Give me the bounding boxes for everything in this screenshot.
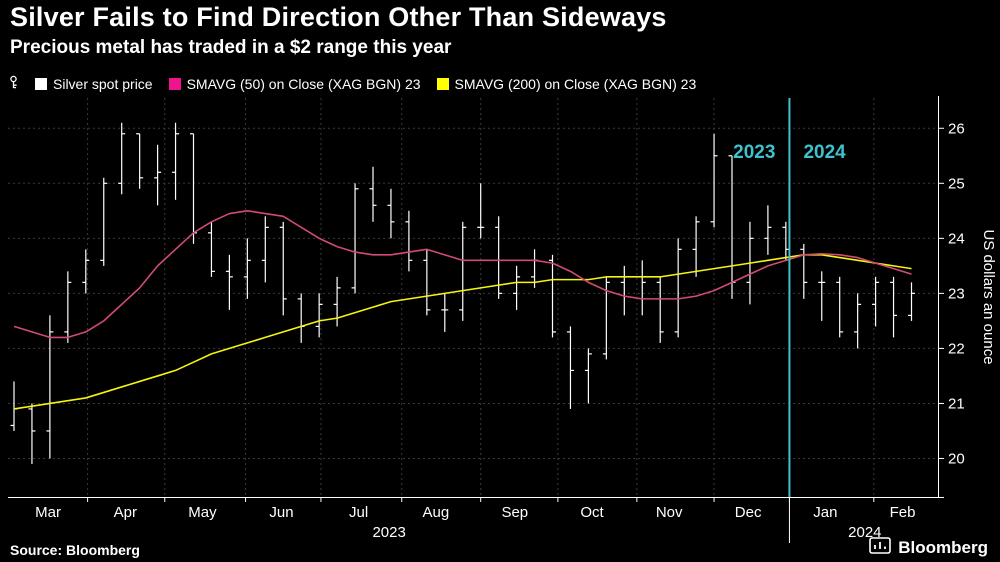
legend-label: Silver spot price xyxy=(53,76,153,92)
silver-price-bars xyxy=(10,122,915,464)
svg-text:Jun: Jun xyxy=(269,504,293,521)
page-title: Silver Fails to Find Direction Other Tha… xyxy=(10,2,667,32)
smavg50-swatch xyxy=(168,78,181,90)
year-divider-line: 2023 2024 xyxy=(733,98,846,497)
svg-text:Sep: Sep xyxy=(501,504,528,521)
axes xyxy=(8,96,944,543)
svg-text:23: 23 xyxy=(948,285,965,302)
svg-text:Nov: Nov xyxy=(656,504,683,521)
legend-label: SMAVG (200) on Close (XAG BGN) 23 xyxy=(454,76,697,92)
bloomberg-terminal-icon xyxy=(869,537,892,559)
svg-text:21: 21 xyxy=(948,395,965,412)
svg-text:Jan: Jan xyxy=(813,504,837,521)
source-credit: Source: Bloomberg xyxy=(10,542,140,558)
bloomberg-logo: Bloomberg xyxy=(869,537,988,559)
svg-text:2024: 2024 xyxy=(848,524,881,541)
legend-item-silver-spot: Silver spot price xyxy=(35,76,153,92)
svg-text:Feb: Feb xyxy=(890,504,916,521)
smavg200-swatch xyxy=(436,78,449,90)
svg-text:24: 24 xyxy=(948,230,965,247)
axis-labels: 20 21 22 23 24 25 26 Mar Apr May Jun Jul Aug Sep Oct No… xyxy=(35,120,997,541)
sma200-line xyxy=(13,254,912,410)
chart-legend: Silver spot price SMAVG (50) on Close (X… xyxy=(8,75,696,93)
silver-spot-swatch xyxy=(35,78,47,90)
svg-text:Dec: Dec xyxy=(735,504,762,521)
gridlines xyxy=(8,98,938,497)
sma50-line xyxy=(13,210,912,339)
page-subtitle: Precious metal has traded in a $2 range … xyxy=(10,37,452,58)
svg-text:Oct: Oct xyxy=(580,504,604,521)
legend-label: SMAVG (50) on Close (XAG BGN) 23 xyxy=(186,76,421,92)
svg-text:2023: 2023 xyxy=(733,142,775,163)
svg-text:May: May xyxy=(188,504,217,521)
bloomberg-wordmark: Bloomberg xyxy=(898,538,988,557)
legend-key-icon xyxy=(8,75,19,93)
svg-text:US dollars an ounce: US dollars an ounce xyxy=(980,229,997,364)
svg-text:2023: 2023 xyxy=(372,524,405,541)
svg-text:20: 20 xyxy=(948,450,965,467)
legend-item-smavg50: SMAVG (50) on Close (XAG BGN) 23 xyxy=(168,76,421,92)
svg-text:Mar: Mar xyxy=(35,504,61,521)
svg-text:2024: 2024 xyxy=(803,142,846,163)
svg-text:Aug: Aug xyxy=(422,504,449,521)
svg-text:25: 25 xyxy=(948,175,965,192)
svg-text:Jul: Jul xyxy=(349,504,368,521)
legend-item-smavg200: SMAVG (200) on Close (XAG BGN) 23 xyxy=(436,76,697,92)
svg-text:Apr: Apr xyxy=(114,504,137,521)
svg-text:26: 26 xyxy=(948,120,965,137)
svg-text:22: 22 xyxy=(948,340,965,357)
